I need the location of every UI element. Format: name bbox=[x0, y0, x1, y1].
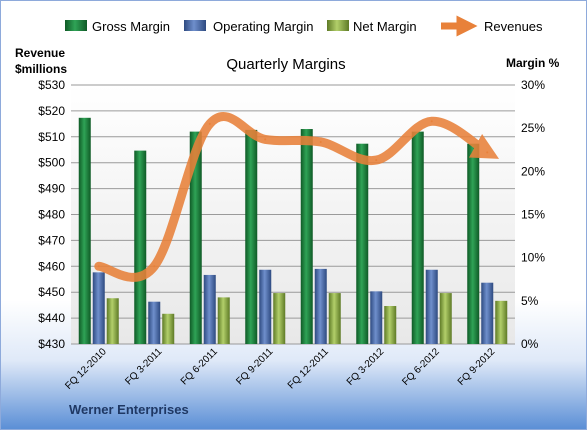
category-label: FQ 12-2010 bbox=[63, 346, 109, 392]
line-layer bbox=[94, 112, 500, 282]
legend-label-operating-margin: Operating Margin bbox=[213, 19, 313, 34]
bar-gross-margin bbox=[189, 131, 202, 344]
left-tick-label: $480 bbox=[38, 208, 65, 222]
revenues-point bbox=[375, 159, 378, 162]
right-tick-label: 15% bbox=[521, 208, 545, 222]
bar-net-margin bbox=[495, 300, 508, 344]
legend-label-net-margin: Net Margin bbox=[353, 19, 417, 34]
bar-net-margin bbox=[328, 293, 341, 344]
bar-operating-margin bbox=[314, 268, 327, 344]
left-tick-label: $430 bbox=[38, 337, 65, 351]
left-tick-labels: $430 $440 $450 $460 $470 $480 $490 $500 $510 $520… bbox=[38, 78, 65, 351]
bar-operating-margin bbox=[259, 269, 272, 344]
legend-swatch-gross-margin bbox=[65, 20, 87, 31]
revenues-line bbox=[94, 112, 500, 282]
left-tick-label: $500 bbox=[38, 156, 65, 170]
bar-net-margin bbox=[162, 313, 175, 344]
category-label: FQ 9-2011 bbox=[234, 346, 275, 387]
right-tick-label: 10% bbox=[521, 251, 545, 265]
right-tick-label: 5% bbox=[521, 294, 539, 308]
left-tick-label: $450 bbox=[38, 285, 65, 299]
bar-operating-margin bbox=[425, 269, 438, 344]
bar-gross-margin bbox=[356, 143, 369, 344]
legend-swatch-net-margin bbox=[327, 20, 349, 31]
bar-operating-margin bbox=[370, 291, 383, 344]
bar-operating-margin bbox=[203, 274, 216, 344]
revenues-point bbox=[430, 120, 433, 123]
bars-layer bbox=[78, 117, 508, 344]
left-tick-label: $460 bbox=[38, 259, 65, 273]
company-label: Werner Enterprises bbox=[69, 402, 189, 417]
right-tick-labels: 0% 5% 10% 15% 20% 25% 30% bbox=[521, 78, 545, 351]
right-tick-label: 25% bbox=[521, 121, 545, 135]
revenues-point bbox=[208, 122, 211, 125]
revenues-point bbox=[153, 265, 156, 268]
bar-net-margin bbox=[439, 293, 452, 344]
category-label: FQ 9-2012 bbox=[456, 346, 498, 388]
bar-net-margin bbox=[106, 298, 119, 344]
legend: Gross Margin Operating Margin Net Margin… bbox=[65, 15, 543, 37]
bar-net-margin bbox=[384, 306, 397, 344]
category-label: FQ 12-2011 bbox=[286, 346, 331, 391]
left-axis-title-line1: Revenue bbox=[15, 46, 65, 60]
bar-operating-margin bbox=[92, 272, 105, 344]
category-labels: FQ 12-2010 FQ 3-2011 FQ 6-2011 FQ 9-2011 FQ … bbox=[63, 346, 497, 392]
revenues-point bbox=[319, 140, 322, 143]
legend-swatch-operating-margin bbox=[184, 20, 206, 31]
revenues-point bbox=[486, 151, 489, 154]
left-tick-label: $440 bbox=[38, 311, 65, 325]
legend-item-gross-margin: Gross Margin bbox=[65, 19, 170, 34]
left-tick-label: $520 bbox=[38, 104, 65, 118]
left-tick-label: $530 bbox=[38, 78, 65, 92]
right-tick-label: 20% bbox=[521, 164, 545, 178]
category-label: FQ 3-2011 bbox=[123, 346, 164, 387]
bar-gross-margin bbox=[300, 129, 313, 344]
right-tick-label: 0% bbox=[521, 337, 539, 351]
bar-gross-margin bbox=[134, 150, 147, 344]
bar-net-margin bbox=[273, 293, 286, 344]
category-label: FQ 3-2012 bbox=[345, 346, 387, 388]
bar-gross-margin bbox=[411, 131, 424, 344]
left-tick-label: $510 bbox=[38, 130, 65, 144]
left-tick-label: $490 bbox=[38, 182, 65, 196]
bar-operating-margin bbox=[148, 301, 161, 344]
revenues-point bbox=[97, 265, 100, 268]
category-label: FQ 6-2012 bbox=[400, 346, 442, 388]
bar-operating-margin bbox=[481, 282, 494, 344]
category-label: FQ 6-2011 bbox=[179, 346, 220, 387]
left-tick-label: $470 bbox=[38, 233, 65, 247]
legend-item-revenues: Revenues bbox=[441, 15, 543, 37]
legend-item-operating-margin: Operating Margin bbox=[184, 19, 313, 34]
legend-label-revenues: Revenues bbox=[484, 19, 543, 34]
bar-gross-margin bbox=[245, 129, 258, 344]
legend-item-net-margin: Net Margin bbox=[327, 19, 417, 34]
bar-gross-margin bbox=[467, 143, 480, 344]
revenues-point bbox=[264, 138, 267, 141]
bar-gross-margin bbox=[78, 117, 91, 344]
bar-net-margin bbox=[217, 297, 230, 344]
right-tick-label: 30% bbox=[521, 78, 545, 92]
legend-label-gross-margin: Gross Margin bbox=[92, 19, 170, 34]
right-axis-title: Margin % bbox=[506, 56, 560, 70]
left-axis-title-line2: $millions bbox=[15, 62, 67, 76]
chart-title: Quarterly Margins bbox=[226, 56, 345, 73]
